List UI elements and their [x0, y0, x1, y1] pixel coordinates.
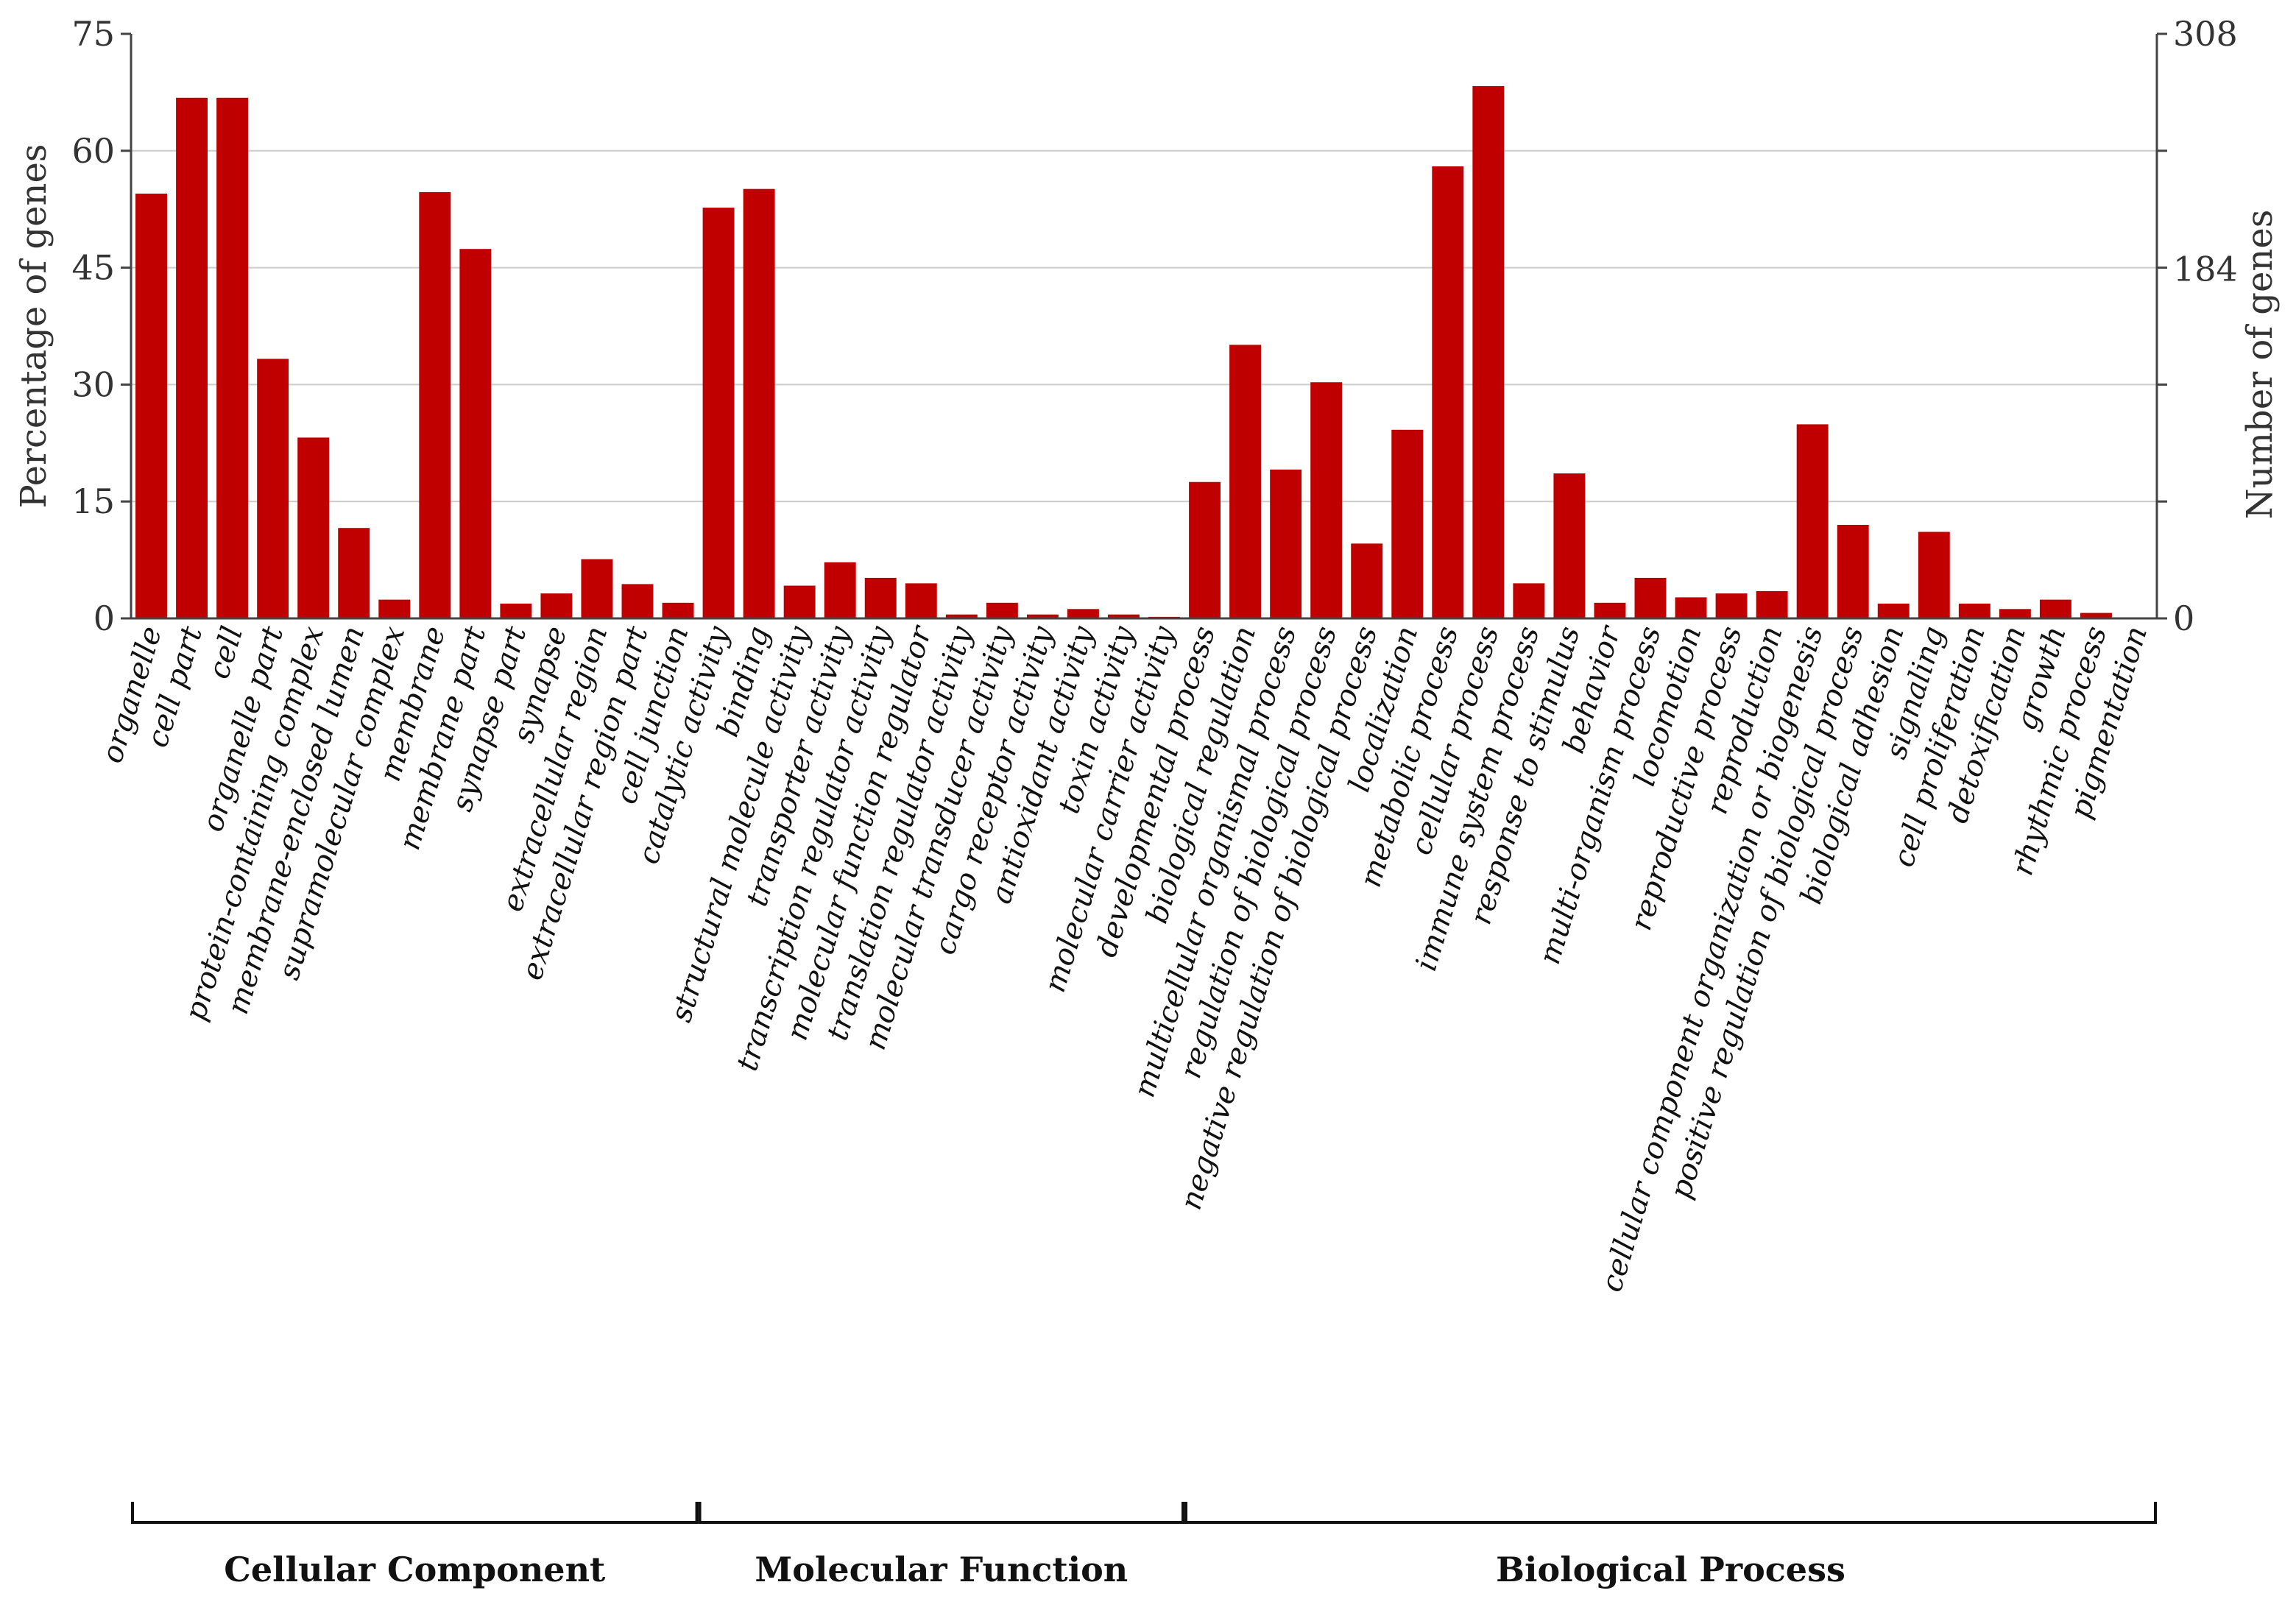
bar-reproductive-process — [1715, 593, 1748, 618]
bar-membrane-enclosed-lumen — [338, 528, 370, 618]
bar-signaling — [1918, 532, 1950, 618]
group-bracket — [131, 1502, 699, 1524]
group-label: Cellular Component — [224, 1550, 606, 1589]
bar-synapse — [540, 593, 573, 618]
bar-behavior — [1594, 602, 1626, 618]
bar-transporter-activity — [824, 562, 856, 618]
axes — [130, 34, 2158, 620]
bar-molecular-function-regulator — [905, 583, 937, 618]
left-tick-label: 60 — [71, 131, 115, 171]
bar-protein-containing-complex — [297, 437, 330, 618]
bar-binding — [743, 188, 775, 618]
bar-cellular-component-organization-or-biogenesis — [1796, 424, 1829, 618]
left-axis-title: Percentage of genes — [13, 144, 54, 509]
right-tick-label: 0 — [2173, 599, 2194, 638]
left-tick-label: 75 — [71, 14, 115, 54]
bar-positive-regulation-of-biological-process — [1837, 524, 1869, 618]
bar-cellular-process — [1472, 85, 1505, 618]
bar-catalytic-activity — [702, 208, 735, 619]
bar-cell — [216, 97, 249, 618]
bar-metabolic-process — [1432, 166, 1464, 618]
right-tick-label: 184 — [2173, 250, 2238, 289]
bar-cargo-receptor-activity — [1026, 614, 1059, 618]
bar-multi-organism-process — [1634, 577, 1667, 618]
bar-rhythmic-process — [2080, 612, 2112, 618]
bar-multicellular-organismal-process — [1270, 469, 1302, 618]
bar-reproduction — [1756, 590, 1788, 618]
bar-locomotion — [1675, 597, 1707, 618]
group-label: Biological Process — [1496, 1550, 1845, 1589]
bar-translation-regulator-activity — [945, 614, 978, 618]
bar-biological-regulation — [1229, 345, 1262, 618]
bar-organelle — [135, 194, 167, 618]
bar-antioxidant-activity — [1067, 609, 1099, 618]
bar-supramolecular-complex — [378, 599, 411, 618]
bar-transcription-regulator-activity — [864, 577, 897, 618]
bar-cell-proliferation — [1958, 603, 1991, 618]
bar-cell-junction — [662, 602, 694, 618]
left-y-axis-ticks: 0 15 30 45 60 75 — [71, 14, 131, 638]
bar-cell-part — [176, 97, 208, 618]
bar-localization — [1391, 429, 1424, 618]
bar-developmental-process — [1189, 481, 1221, 618]
bar-growth — [2039, 599, 2071, 618]
bar-extracellular-region — [581, 559, 613, 618]
bar-biological-adhesion — [1877, 603, 1910, 618]
bar-extracellular-region-part — [621, 584, 654, 618]
bar-organelle-part — [257, 359, 289, 618]
bar-structural-molecule-activity — [783, 585, 816, 618]
right-tick-label: 308 — [2173, 14, 2238, 54]
bars — [135, 85, 2152, 619]
bar-molecular-transducer-activity — [986, 602, 1018, 618]
bar-immune-system-process — [1513, 583, 1545, 618]
bar-membrane-part — [459, 249, 492, 618]
category-groups: Cellular Component Molecular Function Biol… — [131, 1502, 2157, 1589]
plot-frame — [130, 34, 2158, 620]
bar-toxin-activity — [1108, 614, 1140, 618]
bar-detoxification — [1999, 609, 2031, 618]
bar-negative-regulation-of-biological-process — [1351, 543, 1383, 618]
bar-membrane — [419, 191, 451, 619]
group-bracket — [1184, 1502, 2157, 1524]
left-tick-label: 30 — [71, 364, 115, 404]
bar-regulation-of-biological-process — [1310, 382, 1343, 618]
right-y-axis-ticks: 0 184 308 — [2157, 14, 2238, 638]
group-bracket — [698, 1502, 1185, 1524]
left-tick-label: 45 — [71, 248, 115, 288]
right-axis-title: Number of genes — [2239, 210, 2281, 520]
group-label: Molecular Function — [755, 1550, 1128, 1589]
bar-synapse-part — [500, 603, 532, 618]
left-tick-label: 15 — [71, 481, 115, 521]
left-tick-label: 0 — [93, 599, 115, 638]
bar-response-to-stimulus — [1553, 473, 1586, 618]
